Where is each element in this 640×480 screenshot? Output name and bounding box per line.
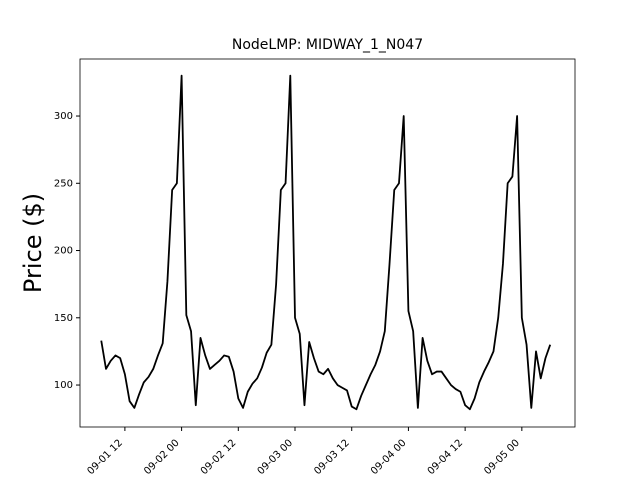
y-tick-label: 100: [54, 380, 73, 391]
y-axis-label: Price ($): [19, 193, 47, 293]
y-tick-label: 150: [54, 313, 73, 324]
y-tick-label: 300: [54, 111, 73, 122]
chart-title: NodeLMP: MIDWAY_1_N047: [232, 37, 423, 53]
plot-frame: [79, 58, 576, 428]
price-line: [100, 74, 552, 411]
y-tick-label: 250: [54, 178, 73, 189]
y-tick-label: 200: [54, 246, 73, 257]
